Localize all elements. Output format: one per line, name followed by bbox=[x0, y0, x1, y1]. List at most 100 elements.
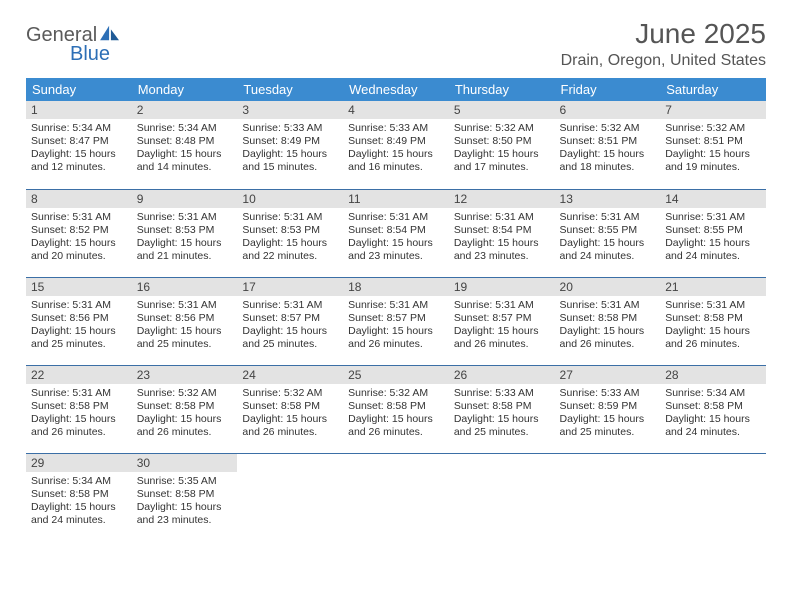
day-number: 16 bbox=[132, 278, 238, 296]
day-number: 18 bbox=[343, 278, 449, 296]
calendar-cell bbox=[555, 453, 661, 541]
day-details: Sunrise: 5:31 AMSunset: 8:56 PMDaylight:… bbox=[132, 296, 238, 356]
logo: GeneralBlue bbox=[26, 24, 121, 66]
day-details: Sunrise: 5:31 AMSunset: 8:57 PMDaylight:… bbox=[343, 296, 449, 356]
calendar-cell: 5Sunrise: 5:32 AMSunset: 8:50 PMDaylight… bbox=[449, 101, 555, 189]
day-number: 1 bbox=[26, 101, 132, 119]
day-number: 5 bbox=[449, 101, 555, 119]
day-number: 21 bbox=[660, 278, 766, 296]
calendar-row: 22Sunrise: 5:31 AMSunset: 8:58 PMDayligh… bbox=[26, 365, 766, 453]
day-number: 19 bbox=[449, 278, 555, 296]
day-number: 14 bbox=[660, 190, 766, 208]
calendar-page: GeneralBlue June 2025 Drain, Oregon, Uni… bbox=[0, 0, 792, 551]
calendar-cell: 28Sunrise: 5:34 AMSunset: 8:58 PMDayligh… bbox=[660, 365, 766, 453]
day-number: 20 bbox=[555, 278, 661, 296]
day-details: Sunrise: 5:34 AMSunset: 8:58 PMDaylight:… bbox=[26, 472, 132, 532]
calendar-cell: 27Sunrise: 5:33 AMSunset: 8:59 PMDayligh… bbox=[555, 365, 661, 453]
calendar-cell: 11Sunrise: 5:31 AMSunset: 8:54 PMDayligh… bbox=[343, 189, 449, 277]
day-number: 10 bbox=[237, 190, 343, 208]
header-right: June 2025 Drain, Oregon, United States bbox=[561, 18, 766, 70]
day-number: 17 bbox=[237, 278, 343, 296]
day-number: 7 bbox=[660, 101, 766, 119]
calendar-cell: 24Sunrise: 5:32 AMSunset: 8:58 PMDayligh… bbox=[237, 365, 343, 453]
calendar-row: 1Sunrise: 5:34 AMSunset: 8:47 PMDaylight… bbox=[26, 101, 766, 189]
day-number: 9 bbox=[132, 190, 238, 208]
calendar-cell bbox=[449, 453, 555, 541]
location-text: Drain, Oregon, United States bbox=[561, 52, 766, 70]
calendar-cell: 8Sunrise: 5:31 AMSunset: 8:52 PMDaylight… bbox=[26, 189, 132, 277]
calendar-row: 15Sunrise: 5:31 AMSunset: 8:56 PMDayligh… bbox=[26, 277, 766, 365]
day-details: Sunrise: 5:34 AMSunset: 8:58 PMDaylight:… bbox=[660, 384, 766, 444]
day-details: Sunrise: 5:32 AMSunset: 8:50 PMDaylight:… bbox=[449, 119, 555, 179]
day-details: Sunrise: 5:33 AMSunset: 8:59 PMDaylight:… bbox=[555, 384, 661, 444]
calendar-row: 29Sunrise: 5:34 AMSunset: 8:58 PMDayligh… bbox=[26, 453, 766, 541]
weekday-header: Tuesday bbox=[237, 78, 343, 101]
weekday-header: Thursday bbox=[449, 78, 555, 101]
day-number: 28 bbox=[660, 366, 766, 384]
day-details: Sunrise: 5:31 AMSunset: 8:58 PMDaylight:… bbox=[555, 296, 661, 356]
day-details: Sunrise: 5:31 AMSunset: 8:54 PMDaylight:… bbox=[343, 208, 449, 268]
calendar-cell: 19Sunrise: 5:31 AMSunset: 8:57 PMDayligh… bbox=[449, 277, 555, 365]
weekday-header: Wednesday bbox=[343, 78, 449, 101]
day-details: Sunrise: 5:33 AMSunset: 8:49 PMDaylight:… bbox=[237, 119, 343, 179]
calendar-cell: 12Sunrise: 5:31 AMSunset: 8:54 PMDayligh… bbox=[449, 189, 555, 277]
calendar-body: 1Sunrise: 5:34 AMSunset: 8:47 PMDaylight… bbox=[26, 101, 766, 541]
day-details: Sunrise: 5:31 AMSunset: 8:55 PMDaylight:… bbox=[555, 208, 661, 268]
calendar-cell: 23Sunrise: 5:32 AMSunset: 8:58 PMDayligh… bbox=[132, 365, 238, 453]
day-details: Sunrise: 5:31 AMSunset: 8:57 PMDaylight:… bbox=[237, 296, 343, 356]
day-details: Sunrise: 5:33 AMSunset: 8:49 PMDaylight:… bbox=[343, 119, 449, 179]
calendar-cell: 7Sunrise: 5:32 AMSunset: 8:51 PMDaylight… bbox=[660, 101, 766, 189]
calendar-cell: 29Sunrise: 5:34 AMSunset: 8:58 PMDayligh… bbox=[26, 453, 132, 541]
day-details: Sunrise: 5:31 AMSunset: 8:53 PMDaylight:… bbox=[237, 208, 343, 268]
day-number: 4 bbox=[343, 101, 449, 119]
day-details: Sunrise: 5:31 AMSunset: 8:52 PMDaylight:… bbox=[26, 208, 132, 268]
day-number: 25 bbox=[343, 366, 449, 384]
day-number: 8 bbox=[26, 190, 132, 208]
calendar-cell: 18Sunrise: 5:31 AMSunset: 8:57 PMDayligh… bbox=[343, 277, 449, 365]
day-number: 11 bbox=[343, 190, 449, 208]
day-number: 15 bbox=[26, 278, 132, 296]
day-details: Sunrise: 5:32 AMSunset: 8:51 PMDaylight:… bbox=[660, 119, 766, 179]
day-details: Sunrise: 5:31 AMSunset: 8:55 PMDaylight:… bbox=[660, 208, 766, 268]
calendar-cell: 20Sunrise: 5:31 AMSunset: 8:58 PMDayligh… bbox=[555, 277, 661, 365]
calendar-cell: 26Sunrise: 5:33 AMSunset: 8:58 PMDayligh… bbox=[449, 365, 555, 453]
calendar-cell: 25Sunrise: 5:32 AMSunset: 8:58 PMDayligh… bbox=[343, 365, 449, 453]
day-details: Sunrise: 5:31 AMSunset: 8:58 PMDaylight:… bbox=[26, 384, 132, 444]
day-details: Sunrise: 5:31 AMSunset: 8:54 PMDaylight:… bbox=[449, 208, 555, 268]
month-title: June 2025 bbox=[561, 18, 766, 50]
topbar: GeneralBlue June 2025 Drain, Oregon, Uni… bbox=[26, 18, 766, 70]
weekday-header: Sunday bbox=[26, 78, 132, 101]
day-details: Sunrise: 5:32 AMSunset: 8:51 PMDaylight:… bbox=[555, 119, 661, 179]
calendar-cell: 6Sunrise: 5:32 AMSunset: 8:51 PMDaylight… bbox=[555, 101, 661, 189]
weekday-header: Friday bbox=[555, 78, 661, 101]
calendar-cell: 10Sunrise: 5:31 AMSunset: 8:53 PMDayligh… bbox=[237, 189, 343, 277]
calendar-cell bbox=[660, 453, 766, 541]
day-number: 6 bbox=[555, 101, 661, 119]
calendar-cell: 13Sunrise: 5:31 AMSunset: 8:55 PMDayligh… bbox=[555, 189, 661, 277]
calendar-cell: 9Sunrise: 5:31 AMSunset: 8:53 PMDaylight… bbox=[132, 189, 238, 277]
weekday-header: Saturday bbox=[660, 78, 766, 101]
day-number: 22 bbox=[26, 366, 132, 384]
day-number: 29 bbox=[26, 454, 132, 472]
calendar-cell bbox=[343, 453, 449, 541]
day-details: Sunrise: 5:31 AMSunset: 8:58 PMDaylight:… bbox=[660, 296, 766, 356]
calendar-cell: 14Sunrise: 5:31 AMSunset: 8:55 PMDayligh… bbox=[660, 189, 766, 277]
day-details: Sunrise: 5:32 AMSunset: 8:58 PMDaylight:… bbox=[343, 384, 449, 444]
calendar-cell: 3Sunrise: 5:33 AMSunset: 8:49 PMDaylight… bbox=[237, 101, 343, 189]
day-details: Sunrise: 5:35 AMSunset: 8:58 PMDaylight:… bbox=[132, 472, 238, 532]
day-number: 26 bbox=[449, 366, 555, 384]
day-details: Sunrise: 5:32 AMSunset: 8:58 PMDaylight:… bbox=[237, 384, 343, 444]
day-number: 27 bbox=[555, 366, 661, 384]
calendar-cell: 1Sunrise: 5:34 AMSunset: 8:47 PMDaylight… bbox=[26, 101, 132, 189]
calendar-cell bbox=[237, 453, 343, 541]
calendar-cell: 30Sunrise: 5:35 AMSunset: 8:58 PMDayligh… bbox=[132, 453, 238, 541]
calendar-cell: 2Sunrise: 5:34 AMSunset: 8:48 PMDaylight… bbox=[132, 101, 238, 189]
calendar-header: SundayMondayTuesdayWednesdayThursdayFrid… bbox=[26, 78, 766, 101]
day-number: 3 bbox=[237, 101, 343, 119]
day-details: Sunrise: 5:31 AMSunset: 8:56 PMDaylight:… bbox=[26, 296, 132, 356]
day-number: 24 bbox=[237, 366, 343, 384]
day-number: 2 bbox=[132, 101, 238, 119]
day-details: Sunrise: 5:31 AMSunset: 8:57 PMDaylight:… bbox=[449, 296, 555, 356]
day-details: Sunrise: 5:34 AMSunset: 8:48 PMDaylight:… bbox=[132, 119, 238, 179]
calendar-cell: 22Sunrise: 5:31 AMSunset: 8:58 PMDayligh… bbox=[26, 365, 132, 453]
